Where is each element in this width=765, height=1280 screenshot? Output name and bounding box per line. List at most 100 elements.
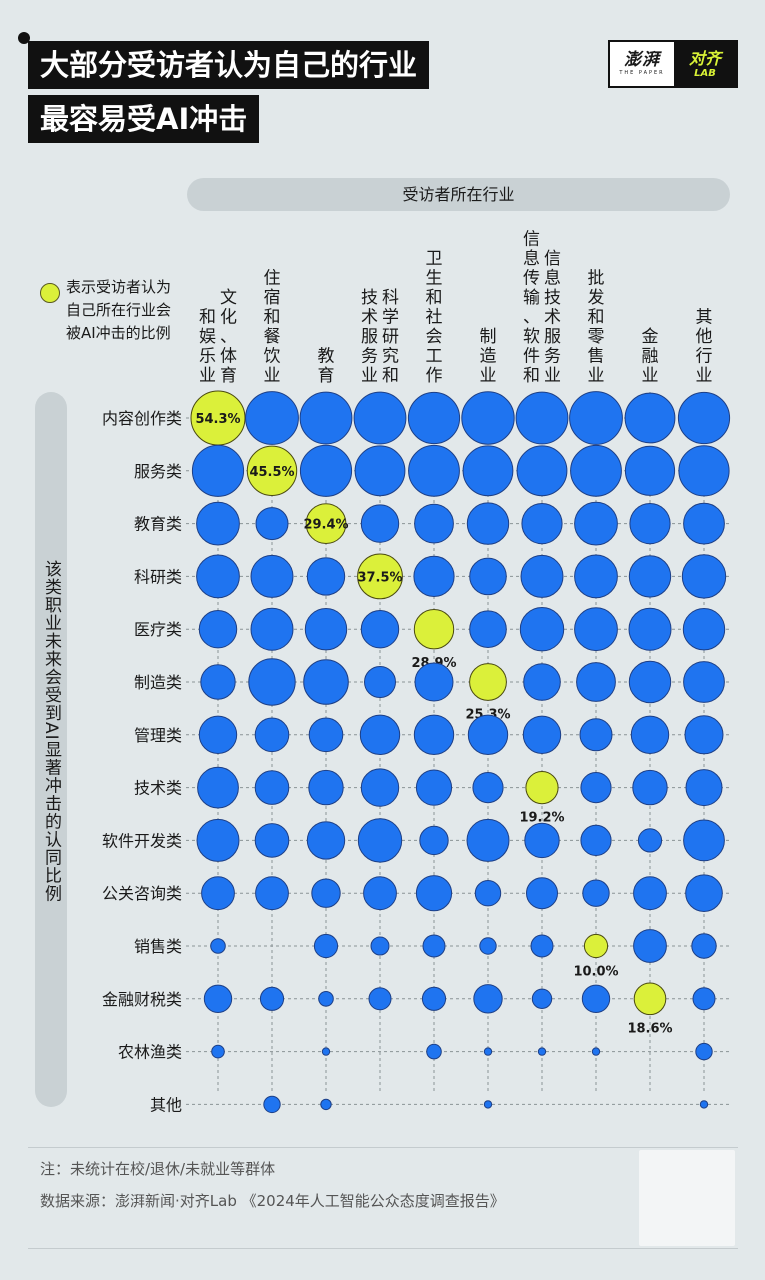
highlight-bubble (633, 982, 667, 1016)
value-label: 19.2% (519, 811, 564, 826)
bubble (198, 610, 238, 649)
bubble (255, 507, 289, 541)
highlight-bubble (413, 609, 455, 650)
bubble (197, 766, 239, 809)
bubble (483, 1100, 493, 1109)
bubble (313, 933, 339, 959)
row-label: 技术类 (134, 779, 182, 798)
bubble (677, 391, 731, 445)
row-label: 农林渔类 (118, 1043, 182, 1062)
bubble (259, 986, 285, 1011)
bubble (414, 503, 454, 544)
bubble (633, 929, 667, 963)
column-label: 其他行业 (696, 308, 713, 387)
column-label: 制造业 (480, 327, 497, 386)
highlight-bubble (246, 445, 298, 496)
bubble (306, 821, 346, 860)
bubble (678, 445, 730, 497)
bubble (263, 1095, 281, 1114)
bubble (632, 769, 668, 806)
bubble (530, 934, 554, 958)
bubble (196, 818, 240, 862)
row-label: 软件开发类 (102, 831, 182, 850)
row-label: 服务类 (134, 462, 182, 481)
bubble (624, 392, 676, 444)
row-label: 制造类 (134, 673, 182, 692)
bubble (591, 1047, 601, 1056)
row-label: 内容创作类 (102, 409, 182, 428)
bubble (682, 608, 726, 651)
value-label: 54.3% (195, 412, 240, 427)
bubble (299, 444, 353, 497)
bubble (699, 1100, 709, 1109)
logo-lab-en: LAB (694, 67, 716, 79)
row-label: 销售类 (134, 937, 182, 956)
bubble (250, 607, 294, 651)
bubble (574, 607, 618, 652)
row-label: 其他 (150, 1095, 182, 1114)
bubble (299, 391, 353, 445)
bubble (413, 714, 455, 755)
bubble (473, 984, 503, 1014)
bubble (462, 445, 514, 497)
column-label: 文化、体育 (220, 288, 237, 386)
highlight-bubble (357, 553, 403, 600)
bubble (360, 504, 400, 543)
bubble (516, 445, 568, 497)
bubble (308, 717, 344, 753)
bubble (531, 988, 553, 1009)
title-line-2: 最容易受AI冲击 (28, 95, 260, 143)
value-label: 45.5% (249, 465, 294, 480)
column-label: 科学研究和 (382, 288, 399, 386)
bubble (354, 445, 406, 497)
bubble (692, 987, 716, 1011)
logo-lab-cn: 对齐 (688, 48, 721, 68)
bubble (303, 659, 349, 705)
highlight-bubble (525, 771, 559, 805)
x-axis-title: 受访者所在行业 (187, 178, 730, 211)
value-label: 18.6% (627, 1022, 672, 1037)
y-axis-title: 该类职业未来会受到AI显著冲击的认同比例 (41, 560, 61, 903)
column-label: 和娱乐业 (199, 308, 216, 387)
bubble (479, 937, 497, 955)
row-label: 金融财税类 (102, 990, 182, 1009)
bubble (201, 876, 235, 911)
bubble (360, 768, 400, 807)
row-label: 科研类 (134, 567, 182, 586)
bubble (474, 880, 502, 907)
bubble (255, 876, 289, 911)
note-text: 注：未统计在校/退休/未就业等群体 (40, 1160, 276, 1178)
bubble (360, 610, 400, 649)
bubble (522, 715, 562, 754)
bubble (684, 715, 724, 755)
highlight-bubble (583, 933, 609, 959)
bubble (254, 717, 290, 753)
bubble (203, 984, 233, 1013)
column-label: 卫生和社会工作 (426, 249, 443, 386)
bubble (515, 391, 569, 445)
bubble (422, 934, 446, 958)
bubble (526, 877, 558, 910)
bubble (483, 1047, 493, 1056)
bubble (574, 554, 618, 599)
column-label: 金融业 (642, 327, 659, 386)
row-label: 医疗类 (134, 620, 182, 639)
bubble (421, 986, 447, 1011)
bubble (633, 876, 667, 911)
bubble (637, 828, 663, 853)
value-label: 10.0% (573, 965, 618, 980)
bubble (524, 822, 560, 859)
highlight-bubble (305, 503, 347, 544)
brand-logo: 澎湃 THE PAPER 对齐 LAB (608, 40, 738, 88)
bubble (695, 1042, 713, 1061)
bubble (413, 555, 455, 598)
bubble (523, 663, 561, 701)
bubble (466, 818, 510, 862)
bubble (570, 444, 622, 497)
bubble (370, 936, 390, 956)
bubble (579, 718, 613, 752)
bubble-chart: 内容创作类服务类教育类科研类医疗类制造类管理类技术类软件开发类公关咨询类销售类金… (102, 230, 731, 1114)
bubble (628, 555, 672, 598)
bubble (311, 878, 341, 908)
bubble (681, 554, 727, 599)
